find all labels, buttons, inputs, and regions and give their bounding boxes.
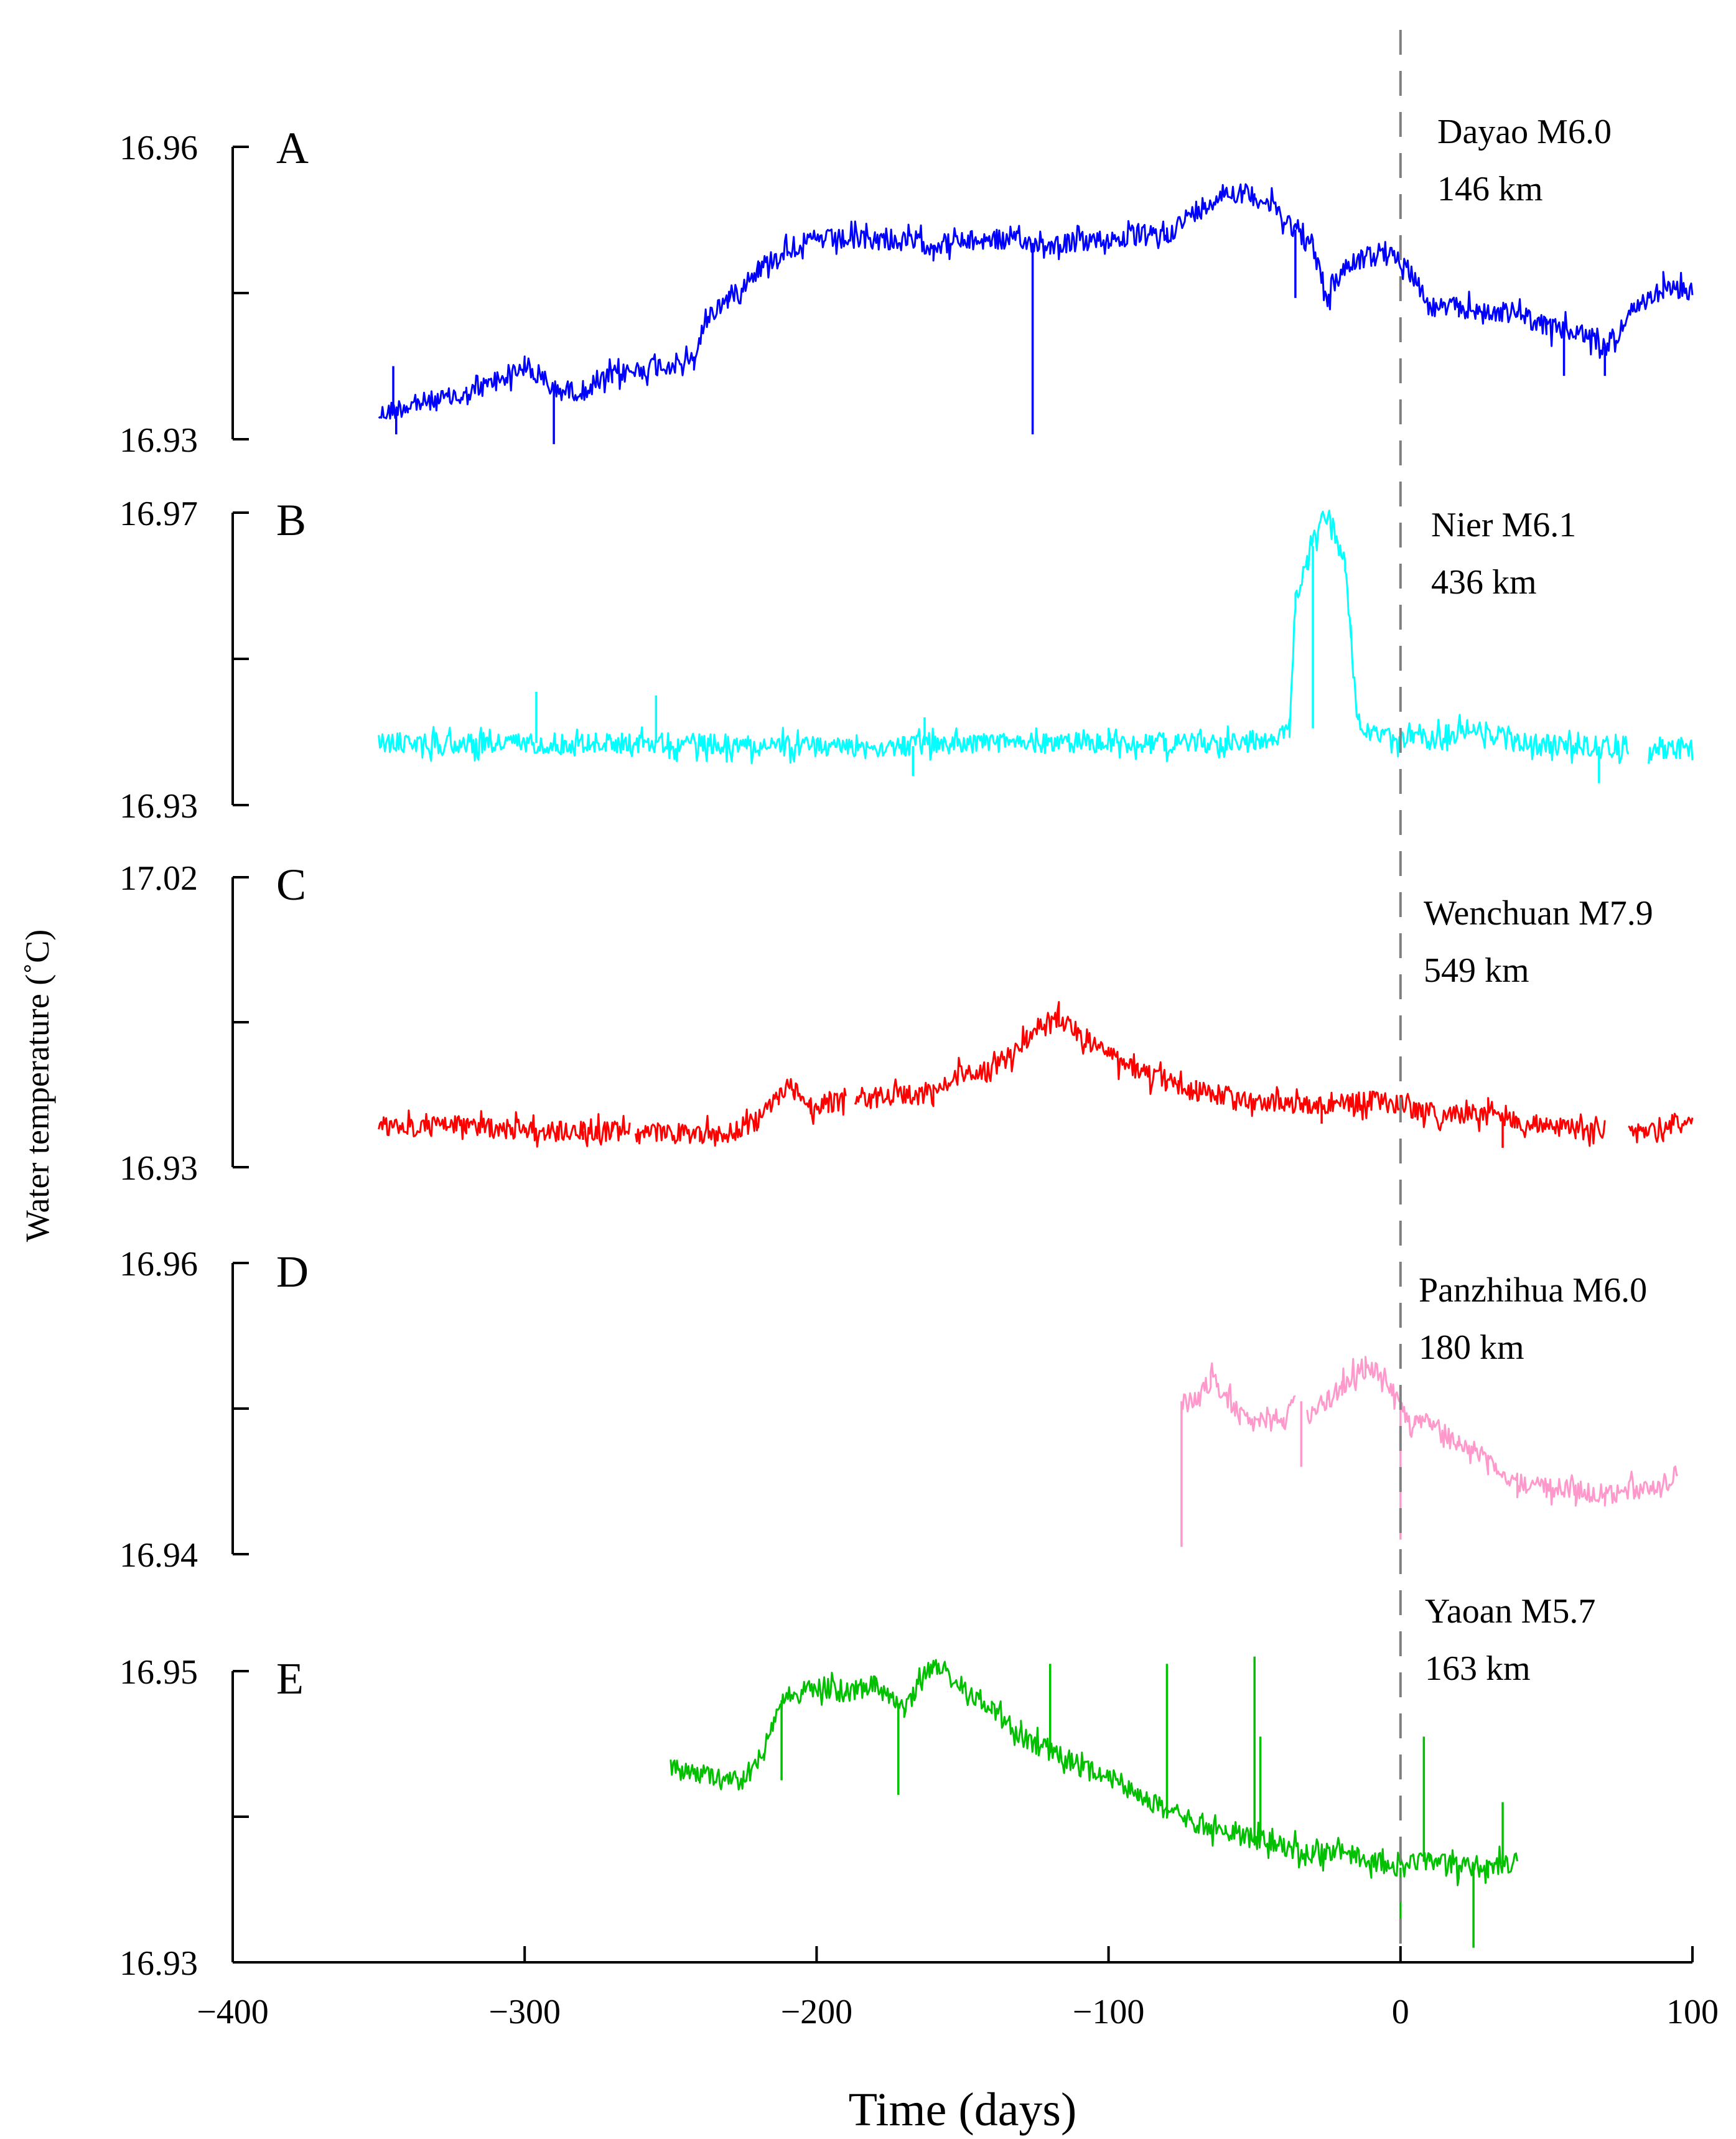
series-line xyxy=(1181,1356,1679,1507)
y-axis-title: Water temperature (˚C) xyxy=(19,930,56,1242)
x-tick-label: −300 xyxy=(488,1993,561,2031)
panel-c: 17.02 16.93 C Wenchuan M7.9 549 km xyxy=(119,859,1694,1188)
panel-a: 16.96 16.93 A Dayao M6.0 146 km xyxy=(119,113,1694,460)
distance-label: 163 km xyxy=(1425,1649,1531,1688)
event-label: Yaoan M5.7 xyxy=(1425,1592,1595,1631)
y-tick-label-top: 16.97 xyxy=(119,495,198,533)
panel-letter: E xyxy=(276,1654,304,1703)
distance-label: 180 km xyxy=(1419,1328,1524,1367)
y-tick-label-top: 16.96 xyxy=(119,129,198,167)
distance-label: 436 km xyxy=(1431,563,1537,602)
x-tick-label: −200 xyxy=(781,1993,853,2031)
panels: 16.96 16.93 A Dayao M6.0 146 km 16.97 16.93 B Ni… xyxy=(119,113,1694,1983)
y-tick-label-bottom: 16.93 xyxy=(119,787,198,826)
distance-label: 146 km xyxy=(1437,170,1543,208)
y-tick-label-top: 16.96 xyxy=(119,1245,198,1284)
panel-d: 16.96 16.94 D Panzhihua M6.0 180 km xyxy=(119,1245,1679,1575)
event-label: Panzhihua M6.0 xyxy=(1419,1271,1647,1310)
y-tick-label-bottom: 16.93 xyxy=(119,1149,198,1188)
panel-letter: B xyxy=(276,495,306,545)
panel-letter: C xyxy=(276,860,306,910)
distance-label: 549 km xyxy=(1424,951,1529,990)
x-tick-label: −100 xyxy=(1073,1993,1145,2031)
event-label: Dayao M6.0 xyxy=(1437,113,1612,151)
x-tick-label: −400 xyxy=(197,1993,269,2031)
series-line xyxy=(378,1000,1694,1148)
series-line xyxy=(378,510,1694,765)
y-tick-label-bottom: 16.93 xyxy=(119,1944,198,1983)
panel-e: 16.95 16.93 E Yaoan M5.7 163 km xyxy=(119,1592,1595,1983)
series-line xyxy=(378,183,1694,420)
series-line xyxy=(670,1659,1518,1886)
panel-letter: A xyxy=(276,123,309,173)
y-tick-label-bottom: 16.93 xyxy=(119,421,198,460)
y-tick-label-top: 16.95 xyxy=(119,1653,198,1692)
y-tick-label-top: 17.02 xyxy=(119,859,198,898)
x-tick-label: 100 xyxy=(1666,1993,1719,2031)
event-label: Wenchuan M7.9 xyxy=(1424,894,1653,933)
panel-letter: D xyxy=(276,1247,309,1297)
x-axis: −400 −300 −200 −100 0 100 xyxy=(197,1946,1719,2031)
panel-b: 16.97 16.93 B Nier M6.1 436 km xyxy=(119,495,1694,826)
y-tick-label-bottom: 16.94 xyxy=(119,1536,198,1575)
x-tick-label: 0 xyxy=(1392,1993,1409,2031)
event-label: Nier M6.1 xyxy=(1431,506,1576,544)
x-axis-title: Time (days) xyxy=(849,2084,1077,2136)
